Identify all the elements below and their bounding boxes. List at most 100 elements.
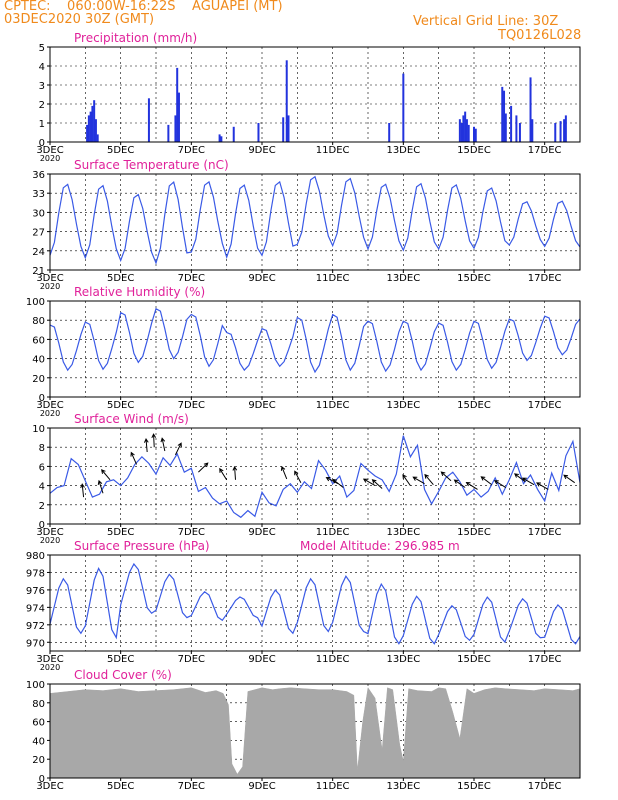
wind-vector — [521, 477, 535, 486]
wind-vector — [332, 478, 344, 488]
panel-title: Cloud Cover (%) — [74, 668, 172, 682]
precip-bar — [177, 92, 180, 142]
wind-vector — [325, 477, 339, 485]
wind-vector — [151, 433, 157, 448]
x-tick-label: 17DEC — [528, 527, 562, 538]
precip-bar — [402, 73, 405, 142]
precip-bar — [218, 134, 221, 142]
precip-bar — [464, 111, 467, 142]
wind-vector — [219, 467, 228, 481]
y-tick-label: 980 — [26, 551, 45, 562]
x-tick-label: 7DEC — [178, 273, 205, 284]
x-tick-label: 11DEC — [316, 781, 350, 792]
header-date: 03DEC2020 30Z (GMT) — [4, 12, 155, 27]
x-tick-label: 13DEC — [386, 273, 420, 284]
y-tick-label: 20 — [32, 755, 45, 766]
x-tick-label: 9DEC — [248, 654, 275, 665]
precip-bar — [93, 100, 96, 142]
y-tick-label: 20 — [32, 374, 45, 385]
x-year-label: 2020 — [40, 154, 60, 163]
precip-bar — [232, 126, 235, 142]
y-tick-label: 40 — [32, 736, 45, 747]
precip-bar — [96, 134, 99, 142]
panel-frame — [49, 300, 581, 398]
y-tick-label: 36 — [32, 170, 45, 181]
x-tick-label: 3DEC — [36, 273, 63, 284]
wind-vector — [280, 465, 288, 480]
wind-vector — [493, 480, 507, 488]
y-tick-label: 4 — [39, 482, 45, 493]
y-tick-label: 33 — [32, 189, 45, 200]
x-tick-label: 15DEC — [457, 145, 491, 156]
panel-frame — [49, 46, 581, 143]
wind-vector — [174, 442, 182, 456]
wind-vector — [130, 451, 138, 465]
x-tick-label: 11DEC — [316, 654, 350, 665]
y-tick-label: 60 — [32, 335, 45, 346]
y-tick-label: 60 — [32, 718, 45, 729]
x-tick-label: 9DEC — [248, 145, 275, 156]
y-tick-label: 10 — [32, 424, 45, 435]
x-tick-label: 7DEC — [178, 400, 205, 411]
panel-3 — [47, 300, 581, 400]
wind-vector — [232, 465, 238, 480]
x-tick-label: 15DEC — [457, 781, 491, 792]
y-tick-label: 100 — [26, 297, 45, 308]
header-grid-note: Vertical Grid Line: 30Z — [413, 14, 559, 29]
precip-bar — [176, 67, 179, 142]
x-tick-label: 3DEC — [36, 400, 63, 411]
y-tick-label: 80 — [32, 316, 45, 327]
y-tick-label: 3 — [39, 81, 45, 92]
wind-vector — [453, 479, 466, 488]
wind-vector — [424, 473, 434, 485]
wind-vector — [563, 474, 575, 484]
x-tick-label: 9DEC — [248, 400, 275, 411]
precip-bar — [462, 115, 465, 142]
y-tick-label: 30 — [32, 208, 45, 219]
x-tick-label: 13DEC — [386, 654, 420, 665]
wind-vector — [198, 462, 209, 473]
y-tick-label: 27 — [32, 228, 45, 239]
precip-bar — [531, 119, 534, 142]
x-tick-label: 11DEC — [316, 145, 350, 156]
x-tick-label: 15DEC — [457, 400, 491, 411]
series-line — [49, 175, 581, 265]
precip-bar — [559, 121, 562, 142]
header-station: CPTEC: 060:00W-16:22S AGUAPEI (MT) — [4, 0, 283, 14]
y-tick-label: 4 — [39, 62, 45, 73]
x-tick-label: 5DEC — [107, 654, 134, 665]
precip-bar — [510, 105, 513, 142]
precip-bar — [89, 111, 92, 142]
y-tick-label: 1 — [39, 119, 45, 130]
precip-bar — [86, 124, 89, 142]
panel-5 — [47, 554, 581, 654]
x-tick-label: 3DEC — [36, 781, 63, 792]
precip-bar — [287, 115, 290, 142]
x-tick-label: 7DEC — [178, 654, 205, 665]
panel-6 — [47, 683, 581, 781]
wind-vector — [514, 473, 526, 483]
x-year-label: 2020 — [40, 536, 60, 545]
wind-vector — [465, 481, 478, 490]
panel-frame — [49, 683, 581, 779]
precip-bar — [515, 115, 518, 142]
y-tick-label: 0 — [39, 138, 45, 149]
x-tick-label: 17DEC — [528, 273, 562, 284]
y-tick-label: 2 — [39, 501, 45, 512]
panel-title: Surface Pressure (hPa) — [74, 539, 210, 553]
x-tick-label: 17DEC — [528, 654, 562, 665]
y-tick-label: 978 — [26, 568, 45, 579]
x-tick-label: 15DEC — [457, 527, 491, 538]
x-tick-label: 11DEC — [316, 527, 350, 538]
x-tick-label: 9DEC — [248, 527, 275, 538]
x-year-label: 2020 — [40, 409, 60, 418]
y-tick-label: 0 — [39, 393, 45, 404]
precip-bar — [94, 119, 97, 142]
wind-vector — [143, 438, 149, 453]
x-tick-label: 15DEC — [457, 273, 491, 284]
panel-title: Relative Humidity (%) — [74, 285, 205, 299]
panel-frame — [49, 173, 581, 271]
precip-bar — [91, 105, 94, 142]
series-line — [49, 307, 581, 374]
panel-4 — [47, 427, 581, 527]
